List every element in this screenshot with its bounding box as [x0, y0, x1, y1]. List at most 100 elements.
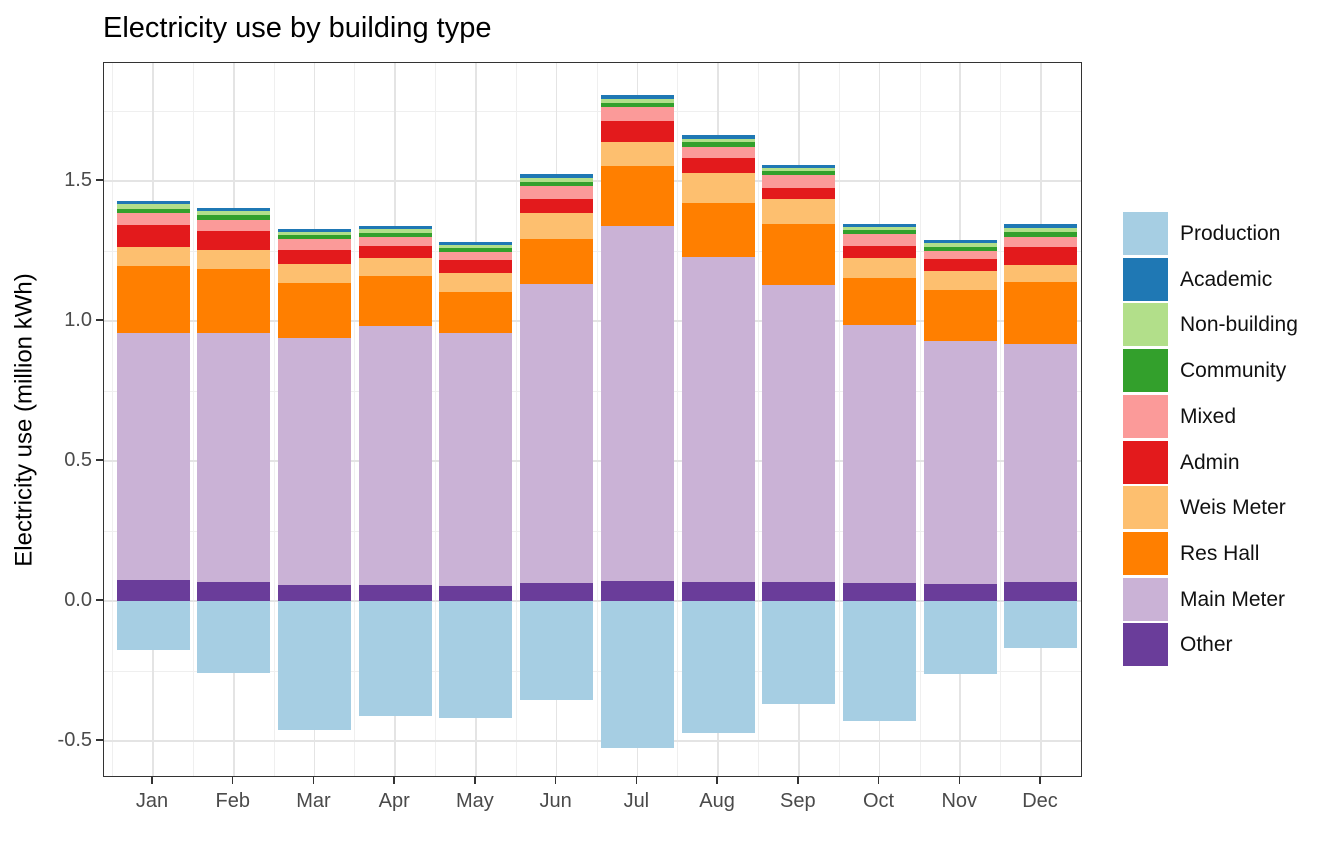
bar-segment-mixed	[1004, 236, 1078, 247]
x-tick-label: Feb	[215, 790, 250, 812]
bar-segment-community	[843, 230, 917, 234]
bar-segment-res-hall	[923, 290, 997, 341]
plot-panel	[103, 62, 1082, 777]
bar-segment-non-building	[116, 204, 190, 209]
bar-segment-production	[843, 601, 917, 722]
bar-segment-admin	[358, 245, 432, 258]
bar-segment-main-meter	[197, 333, 271, 582]
bar-segment-non-building	[520, 178, 594, 182]
legend-label: Community	[1180, 359, 1287, 383]
bar-segment-production	[1004, 601, 1078, 648]
bar-segment-production	[520, 601, 594, 701]
y-tick-label: 1.5	[64, 169, 92, 191]
legend-swatch-community	[1123, 349, 1168, 393]
x-tick-mark	[231, 777, 234, 784]
bar-segment-admin	[520, 199, 594, 213]
bar-segment-weis-meter	[681, 173, 755, 203]
legend: Production Academic Non-building Community M…	[1123, 212, 1343, 682]
bar-segment-main-meter	[681, 256, 755, 582]
bar-segment-other	[277, 585, 351, 601]
x-tick-mark	[474, 777, 476, 784]
bar-segment-main-meter	[277, 337, 351, 586]
bar-segment-other	[358, 585, 432, 601]
bar-segment-mixed	[923, 251, 997, 259]
bar-segment-weis-meter	[197, 249, 271, 269]
bar-segment-production	[762, 601, 836, 704]
bar-segment-non-building	[197, 210, 271, 215]
bar-segment-community	[600, 102, 674, 107]
bar-segment-production	[116, 601, 190, 650]
bar-segment-community	[1004, 231, 1078, 237]
bar-segment-mixed	[520, 186, 594, 200]
bar-segment-admin	[1004, 246, 1078, 266]
legend-label: Non-building	[1180, 313, 1298, 337]
bar-segment-academic	[762, 165, 836, 169]
bar-segment-res-hall	[520, 239, 594, 285]
gridline-minor-horizontal	[104, 110, 1081, 112]
bar-segment-non-building	[358, 229, 432, 233]
bar-segment-community	[197, 214, 271, 220]
x-tick-mark	[958, 777, 961, 784]
bar-segment-mixed	[116, 213, 190, 226]
bar-segment-weis-meter	[277, 264, 351, 284]
bar-segment-other	[843, 582, 917, 601]
x-tick-mark	[635, 777, 638, 784]
bar-segment-weis-meter	[600, 142, 674, 166]
bar-segment-academic	[923, 240, 997, 244]
legend-swatch-non-building	[1123, 303, 1168, 347]
bar-segment-community	[923, 246, 997, 251]
bar-segment-weis-meter	[923, 270, 997, 291]
y-tick-label: 1.0	[64, 309, 92, 331]
y-tick-label: -0.5	[57, 729, 92, 751]
x-tick-label: Dec	[1022, 790, 1058, 812]
bar-segment-main-meter	[1004, 343, 1078, 582]
gridline-minor-vertical	[435, 63, 437, 776]
x-tick-label: Sep	[780, 790, 816, 812]
bar-segment-academic	[277, 228, 351, 232]
gridline-major-horizontal	[104, 740, 1081, 742]
bar-segment-other	[116, 580, 190, 601]
bar-segment-other	[439, 585, 513, 601]
bar-segment-community	[520, 181, 594, 187]
bar-segment-res-hall	[439, 291, 513, 334]
x-tick-label: Aug	[699, 790, 735, 812]
bar-segment-main-meter	[762, 284, 836, 582]
x-tick-label: Apr	[378, 790, 410, 812]
bar-segment-weis-meter	[1004, 265, 1078, 283]
bar-segment-res-hall	[600, 165, 674, 227]
bar-segment-non-building	[439, 245, 513, 249]
x-tick-mark	[312, 777, 315, 784]
bar-segment-mixed	[762, 175, 836, 188]
bar-segment-academic	[439, 242, 513, 246]
bar-segment-non-building	[923, 243, 997, 247]
bar-segment-res-hall	[197, 268, 271, 334]
x-tick-mark	[393, 777, 395, 784]
bar-segment-weis-meter	[439, 272, 513, 292]
bar-segment-other	[197, 581, 271, 601]
bar-segment-other	[681, 581, 755, 601]
bar-segment-weis-meter	[843, 257, 917, 279]
legend-label: Main Meter	[1180, 587, 1286, 611]
gridline-minor-vertical	[838, 63, 840, 776]
bar-segment-res-hall	[358, 275, 432, 327]
legend-swatch-other	[1123, 623, 1168, 667]
legend-swatch-production	[1123, 212, 1168, 255]
bar-segment-mixed	[358, 236, 432, 246]
legend-label: Academic	[1180, 267, 1273, 291]
y-tick-mark	[96, 459, 103, 461]
bar-segment-mixed	[843, 233, 917, 246]
bar-segment-production	[923, 601, 997, 675]
bar-segment-community	[762, 170, 836, 176]
bar-segment-production	[358, 601, 432, 717]
bar-segment-mixed	[681, 146, 755, 158]
x-tick-label: Nov	[941, 790, 978, 812]
gridline-minor-vertical	[758, 63, 759, 776]
bar-segment-academic	[843, 223, 917, 227]
legend-label: Mixed	[1180, 404, 1237, 428]
bar-segment-res-hall	[681, 202, 755, 257]
bar-segment-mixed	[197, 219, 271, 232]
bar-segment-community	[681, 142, 755, 147]
y-tick-label: 0.0	[64, 589, 92, 611]
bar-segment-other	[600, 581, 674, 601]
bar-segment-res-hall	[116, 266, 190, 333]
